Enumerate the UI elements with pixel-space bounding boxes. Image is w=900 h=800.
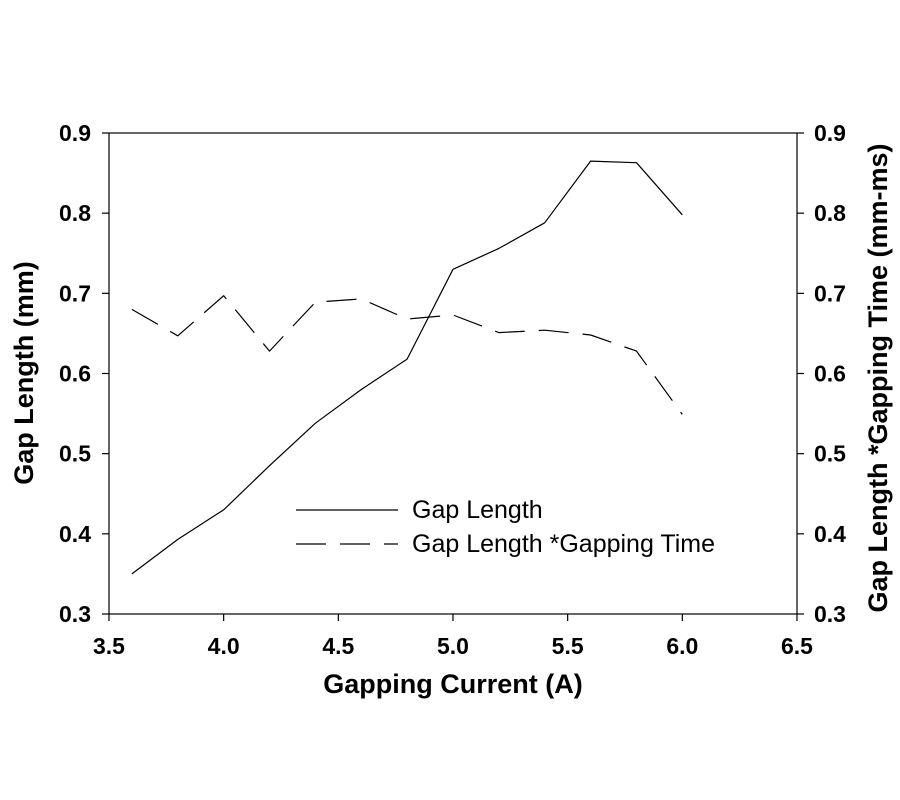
series-layer: [131, 160, 683, 575]
y-tick-label: 0.6: [59, 361, 91, 387]
legend-label-gap-length: Gap Length: [412, 496, 543, 524]
series-line-gap-length: [131, 160, 683, 575]
x-tick-label: 3.5: [93, 633, 125, 659]
y2-tick-label: 0.3: [814, 601, 846, 627]
y-tick-label: 0.3: [59, 601, 91, 627]
x-axis: 3.5 4.0 4.5 5.0 5.5 6.0 6.5: [93, 614, 813, 659]
y2-tick-label: 0.7: [814, 280, 846, 306]
x-tick-label: 6.0: [666, 633, 698, 659]
y2-axis-title: Gap Length *Gapping Time (mm-ms): [863, 143, 893, 612]
y2-tick-label: 0.6: [814, 361, 846, 387]
y-axis-left: 0.3 0.4 0.5 0.6 0.7 0.8 0.9: [59, 120, 109, 627]
y2-tick-label: 0.8: [814, 200, 846, 226]
x-tick-label: 4.0: [208, 633, 240, 659]
x-axis-title: Gapping Current (A): [323, 669, 582, 699]
y-axis-right: 0.3 0.4 0.5 0.6 0.7 0.8 0.9: [797, 120, 846, 627]
y-tick-label: 0.7: [59, 280, 91, 306]
x-tick-label: 4.5: [322, 633, 354, 659]
y2-tick-label: 0.5: [814, 441, 846, 467]
x-tick-label: 5.5: [552, 633, 584, 659]
y2-tick-label: 0.4: [814, 521, 846, 547]
x-tick-label: 5.0: [437, 633, 469, 659]
y-tick-label: 0.8: [59, 200, 91, 226]
y-tick-label: 0.4: [59, 521, 91, 547]
legend: Gap Length Gap Length *Gapping Time: [296, 496, 715, 558]
x-tick-label: 6.5: [781, 633, 813, 659]
legend-label-gap-length-gapping-time: Gap Length *Gapping Time: [412, 530, 715, 558]
series-line-gap-length-gapping-time: [131, 295, 683, 415]
y-axis-title: Gap Length (mm): [9, 261, 39, 485]
y-tick-label: 0.9: [59, 120, 91, 146]
y2-tick-label: 0.9: [814, 120, 846, 146]
y-tick-label: 0.5: [59, 441, 91, 467]
